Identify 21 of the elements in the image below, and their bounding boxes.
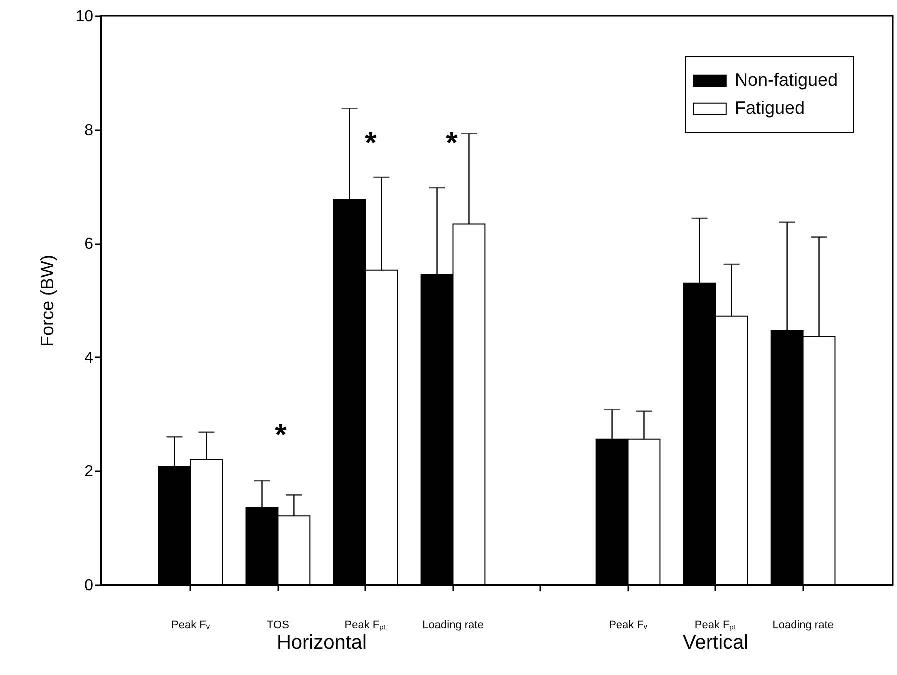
y-tick-label: 4 — [84, 350, 94, 367]
annotation: * — [275, 419, 288, 452]
y-tick-label: 8 — [84, 122, 94, 140]
text: Vertical — [682, 632, 749, 654]
y-tick-label: 2 — [84, 464, 94, 481]
x-tick-label: Peak Fᵥ — [609, 620, 648, 632]
y-tick-label: 10 — [76, 8, 94, 26]
x-tick-label: Peak Fₚₜ — [694, 620, 737, 632]
x-tick-label: Loading rate — [422, 620, 484, 632]
text: Horizontal — [276, 632, 367, 654]
annotation: * — [365, 127, 378, 160]
x-tick-label: Peak Fₚₜ — [344, 620, 387, 632]
legend-label: Non-fatigued — [735, 70, 838, 90]
y-tick-label: 6 — [84, 236, 94, 254]
x-tick-label: TOS — [267, 620, 290, 632]
annotation: * — [446, 127, 458, 160]
x-tick-label: Peak Fᵥ — [172, 620, 210, 632]
legend-label: Fatigued — [735, 98, 806, 118]
x-tick-label: Loading rate — [772, 620, 834, 632]
y-tick-label: 0 — [84, 578, 94, 594]
y-axis-title: Force (BW) — [38, 255, 58, 347]
